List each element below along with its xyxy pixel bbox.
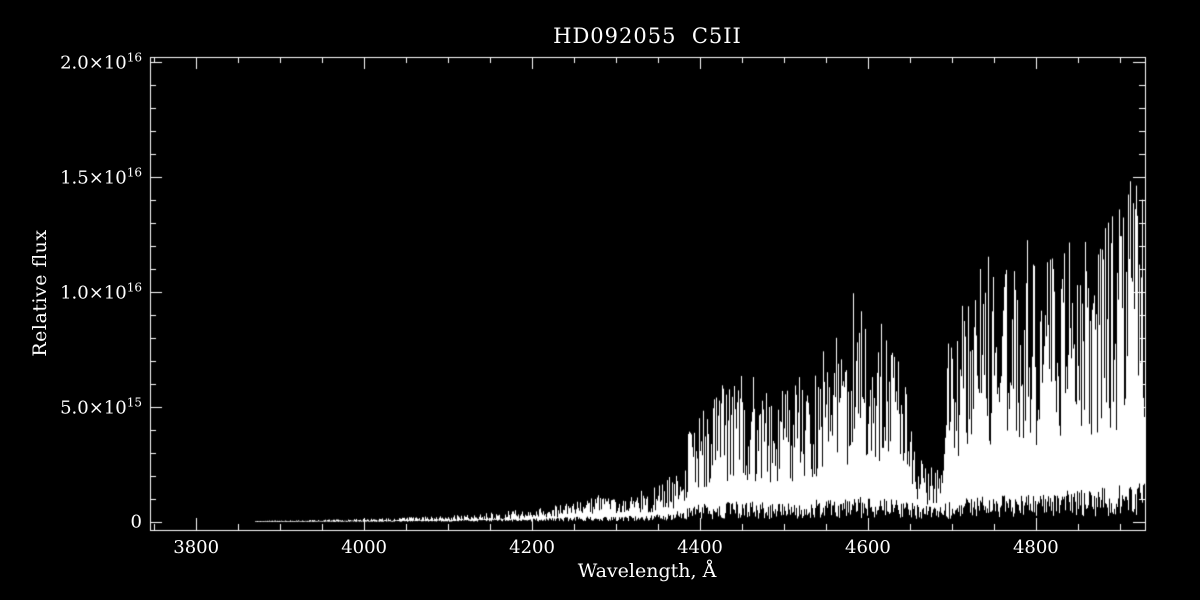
y-tick-label: 1.0×1016 <box>60 280 142 304</box>
x-tick-label: 3800 <box>173 537 220 558</box>
x-tick-label: 4600 <box>845 537 891 558</box>
x-tick-label: 4200 <box>509 537 555 558</box>
y-tick-label: 0 <box>130 511 142 533</box>
y-tick-label: 2.0×1016 <box>60 50 142 74</box>
x-tick-label: 4000 <box>341 537 388 558</box>
x-axis-label: Wavelength, Å <box>577 560 717 582</box>
y-tick-label: 1.5×1016 <box>60 165 142 189</box>
y-axis-label: Relative flux <box>29 229 51 357</box>
x-tick-label: 4800 <box>1012 537 1059 558</box>
plot-title: HD092055 C5II <box>553 24 742 48</box>
x-tick-label: 4400 <box>677 537 723 558</box>
y-tick-label: 5.0×1015 <box>60 395 142 419</box>
